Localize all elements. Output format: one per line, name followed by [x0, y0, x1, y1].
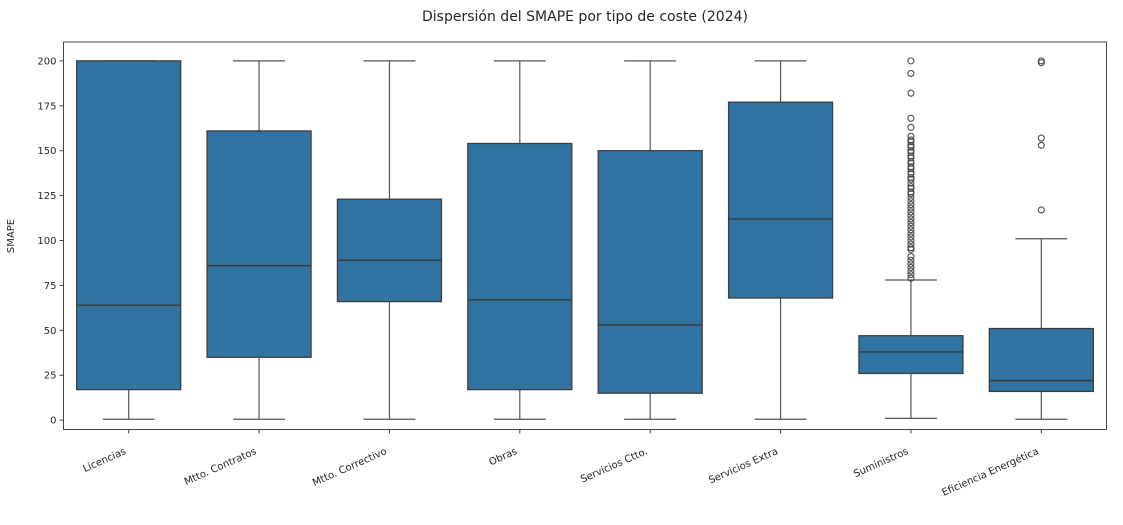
- box: [727, 101, 834, 299]
- box-group-licencias: [76, 60, 182, 420]
- y-tick-label: 0: [50, 416, 56, 427]
- outlier-point: [907, 274, 915, 282]
- box: [467, 142, 573, 391]
- outlier-point: [907, 175, 915, 183]
- outlier-point: [907, 89, 915, 97]
- outlier-point: [907, 215, 915, 223]
- x-tick-label: Suministros: [852, 446, 910, 480]
- outlier-point: [907, 240, 915, 248]
- outlier-point: [907, 260, 915, 268]
- outlier-point: [907, 165, 915, 173]
- outlier-point: [907, 190, 915, 198]
- outlier-point: [907, 218, 915, 227]
- outlier-point: [907, 69, 915, 77]
- y-tick-label: 125: [37, 191, 56, 202]
- plot-border: [63, 41, 1107, 430]
- outlier-point: [907, 154, 915, 162]
- outlier-point: [907, 193, 915, 201]
- outlier-point: [907, 57, 915, 65]
- box-group-eficiencia-energ-tica: [988, 57, 1094, 420]
- outlier-point: [907, 132, 915, 140]
- y-tick-label: 50: [44, 326, 57, 337]
- box: [858, 335, 964, 375]
- outlier-point: [1037, 59, 1045, 67]
- y-tick-label: 25: [44, 371, 57, 382]
- outlier-point: [907, 114, 915, 122]
- x-tick-label: Servicios Extra: [707, 446, 780, 486]
- box-group-mtto-contratos: [206, 60, 312, 420]
- outlier-point: [907, 222, 915, 230]
- box-group-servicios-extra: [727, 60, 834, 420]
- outlier-point: [907, 138, 915, 146]
- y-axis-label: SMAPE: [6, 219, 17, 253]
- plot-area: 0 25 50 75 100 125 150 175 200 Licencias Mtto. Con…: [37, 41, 1107, 499]
- box-group-servicios-ctto-: [597, 60, 703, 420]
- outlier-point: [907, 211, 915, 219]
- x-tick-label: Licencias: [81, 446, 127, 475]
- outlier-point: [907, 123, 915, 131]
- outlier-point: [1037, 206, 1045, 214]
- outlier-point: [907, 271, 915, 279]
- box: [206, 130, 312, 358]
- outlier-point: [907, 143, 915, 151]
- outlier-point: [907, 263, 915, 272]
- x-tick-label: Eficiencia Energética: [940, 445, 1040, 498]
- outlier-point: [907, 253, 915, 261]
- chart-title: Dispersión del SMAPE por tipo de coste (…: [422, 9, 748, 25]
- x-tick-label: Mtto. Contratos: [183, 446, 258, 488]
- box: [597, 150, 703, 394]
- box-group-mtto-correctivo: [336, 60, 443, 420]
- y-tick-label: 200: [37, 56, 56, 67]
- y-tick-label: 100: [37, 236, 56, 247]
- outlier-point: [1037, 141, 1045, 149]
- outlier-point: [1037, 134, 1045, 142]
- outlier-point: [907, 184, 915, 192]
- outlier-point: [907, 201, 915, 209]
- outlier-point: [907, 245, 915, 254]
- box: [76, 60, 182, 391]
- box-group-obras: [467, 60, 573, 420]
- outlier-point: [907, 229, 915, 237]
- outlier-point: [907, 208, 915, 216]
- outlier-point: [907, 170, 915, 178]
- outlier-point: [907, 233, 915, 241]
- y-tick-label: 75: [44, 281, 57, 292]
- outlier-point: [907, 204, 915, 212]
- outlier-point: [907, 267, 915, 275]
- box-group-suministros: [858, 57, 964, 419]
- outlier-point: [907, 148, 915, 157]
- outlier-point: [907, 226, 915, 234]
- box: [336, 198, 443, 303]
- x-tick-label: Servicios Ctto.: [579, 446, 649, 485]
- y-tick-label: 150: [37, 146, 56, 157]
- outlier-point: [907, 179, 915, 187]
- outlier-point: [907, 256, 915, 264]
- y-tick-label: 175: [37, 101, 56, 112]
- outlier-point: [907, 159, 915, 167]
- outlier-point: [907, 197, 915, 205]
- x-tick-label: Obras: [487, 446, 519, 468]
- outlier-point: [907, 236, 915, 245]
- box: [988, 327, 1094, 393]
- x-tick-label: Mtto. Correctivo: [311, 446, 389, 489]
